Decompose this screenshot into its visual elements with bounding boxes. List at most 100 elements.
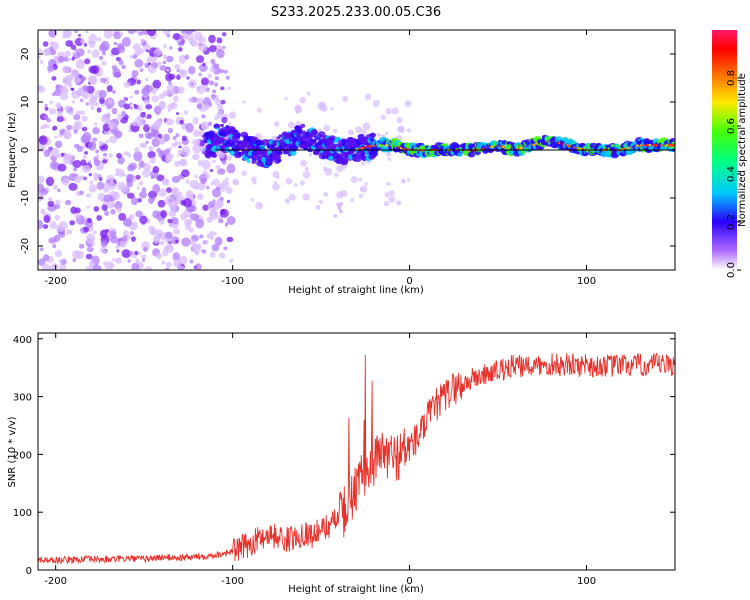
- heatmap-cell: [200, 77, 210, 86]
- heatmap-cell: [185, 179, 190, 184]
- snr-frame: [37, 332, 676, 571]
- heatmap-cell: [48, 30, 57, 38]
- heatmap-cell: [358, 177, 363, 182]
- heatmap-cell: [134, 117, 144, 127]
- heatmap-cell: [228, 111, 237, 119]
- heatmap-cell: [129, 95, 133, 99]
- heatmap-cell: [158, 93, 165, 100]
- heatmap-cell: [71, 90, 81, 99]
- heatmap-cell: [48, 108, 57, 115]
- heatmap-cell: [152, 183, 161, 194]
- heatmap-cell: [406, 128, 411, 133]
- heatmap-cell: [38, 135, 48, 145]
- heatmap-cell: [119, 185, 128, 193]
- heatmap-cell: [169, 46, 173, 50]
- heatmap-cell: [143, 246, 148, 252]
- heatmap-cell: [127, 30, 136, 35]
- heatmap-cell: [108, 230, 117, 239]
- heatmap-cell: [86, 205, 90, 209]
- heatmap-cell: [232, 178, 239, 185]
- heatmap-cell: [41, 187, 46, 191]
- y-tick-label: 0: [26, 566, 32, 577]
- heatmap-cell: [397, 125, 405, 132]
- heatmap-cell: [199, 173, 208, 182]
- heatmap-cell: [102, 159, 108, 164]
- heatmap-cell: [81, 164, 91, 173]
- heatmap-cell: [189, 179, 199, 189]
- heatmap-cell: [355, 126, 363, 134]
- heatmap-cell: [213, 63, 218, 69]
- heatmap-cell: [90, 105, 95, 111]
- heatmap-cell: [189, 259, 194, 264]
- heatmap-cell: [57, 188, 61, 193]
- heatmap-cell: [174, 160, 181, 167]
- heatmap-cell: [151, 90, 157, 95]
- heatmap-cell: [72, 250, 81, 259]
- heatmap-cell: [39, 59, 44, 65]
- heatmap-cell: [136, 79, 141, 85]
- heatmap-cell: [75, 59, 85, 70]
- x-tick-label: 0: [406, 276, 412, 287]
- heatmap-cell: [285, 177, 293, 185]
- heatmap-cell: [216, 37, 223, 44]
- heatmap-cell: [108, 99, 113, 104]
- heatmap-cell: [68, 182, 78, 191]
- y-tick-label: -10: [20, 190, 31, 206]
- x-tick-label: -100: [221, 276, 244, 287]
- heatmap-cell: [226, 236, 234, 243]
- heatmap-cell: [396, 200, 402, 206]
- heatmap-cell: [168, 209, 176, 218]
- heatmap-cell: [80, 38, 86, 44]
- heatmap-cell: [175, 133, 180, 138]
- heatmap-cell: [54, 140, 63, 149]
- heatmap-cell: [406, 178, 411, 182]
- heatmap-cell: [225, 75, 230, 80]
- heatmap-cell: [211, 89, 217, 94]
- heatmap-cell: [178, 145, 182, 149]
- heatmap-cell: [86, 246, 94, 253]
- heatmap-cell: [96, 214, 103, 221]
- heatmap-cell: [72, 167, 78, 172]
- heatmap-cell: [85, 102, 90, 106]
- heatmap-cell: [72, 159, 82, 168]
- heatmap-cell: [95, 153, 100, 159]
- heatmap-cell: [148, 225, 155, 232]
- heatmap-cell: [152, 165, 160, 174]
- heatmap-cell: [162, 60, 167, 65]
- heatmap-cell: [216, 200, 224, 208]
- heatmap-cell: [315, 204, 321, 210]
- heatmap-cell: [78, 243, 85, 249]
- heatmap-cell: [49, 161, 59, 170]
- heatmap-cell: [172, 33, 181, 40]
- heatmap-cell: [209, 168, 214, 173]
- heatmap-cell: [151, 95, 159, 103]
- heatmap-cell: [176, 69, 180, 73]
- heatmap-cell: [55, 84, 60, 89]
- heatmap-cell: [318, 128, 322, 133]
- heatmap-cell: [103, 194, 113, 203]
- heatmap-cell: [208, 45, 217, 53]
- heatmap-cell: [108, 182, 117, 190]
- heatmap-cell: [192, 138, 201, 146]
- heatmap-cell: [386, 181, 391, 187]
- heatmap-cell: [157, 61, 162, 66]
- heatmap-cell: [159, 240, 165, 246]
- heatmap-cell: [80, 134, 90, 144]
- heatmap-cell: [141, 143, 148, 149]
- heatmap-cell: [66, 229, 73, 235]
- heatmap-cell: [81, 126, 88, 132]
- heatmap-cell: [73, 77, 82, 84]
- heatmap-cell: [42, 41, 49, 47]
- heatmap-cell: [126, 234, 132, 240]
- heatmap-cell: [47, 147, 52, 152]
- heatmap-cell: [322, 166, 328, 172]
- heatmap-cell: [173, 259, 182, 268]
- heatmap-cell: [94, 122, 98, 126]
- heatmap-cell: [190, 82, 194, 86]
- heatmap-cell: [159, 65, 167, 71]
- heatmap-cell: [84, 58, 91, 65]
- heatmap-cell: [97, 37, 102, 42]
- heatmap-cell: [153, 233, 161, 242]
- x-tick-label: -100: [221, 576, 244, 587]
- heatmap-cell: [144, 266, 153, 270]
